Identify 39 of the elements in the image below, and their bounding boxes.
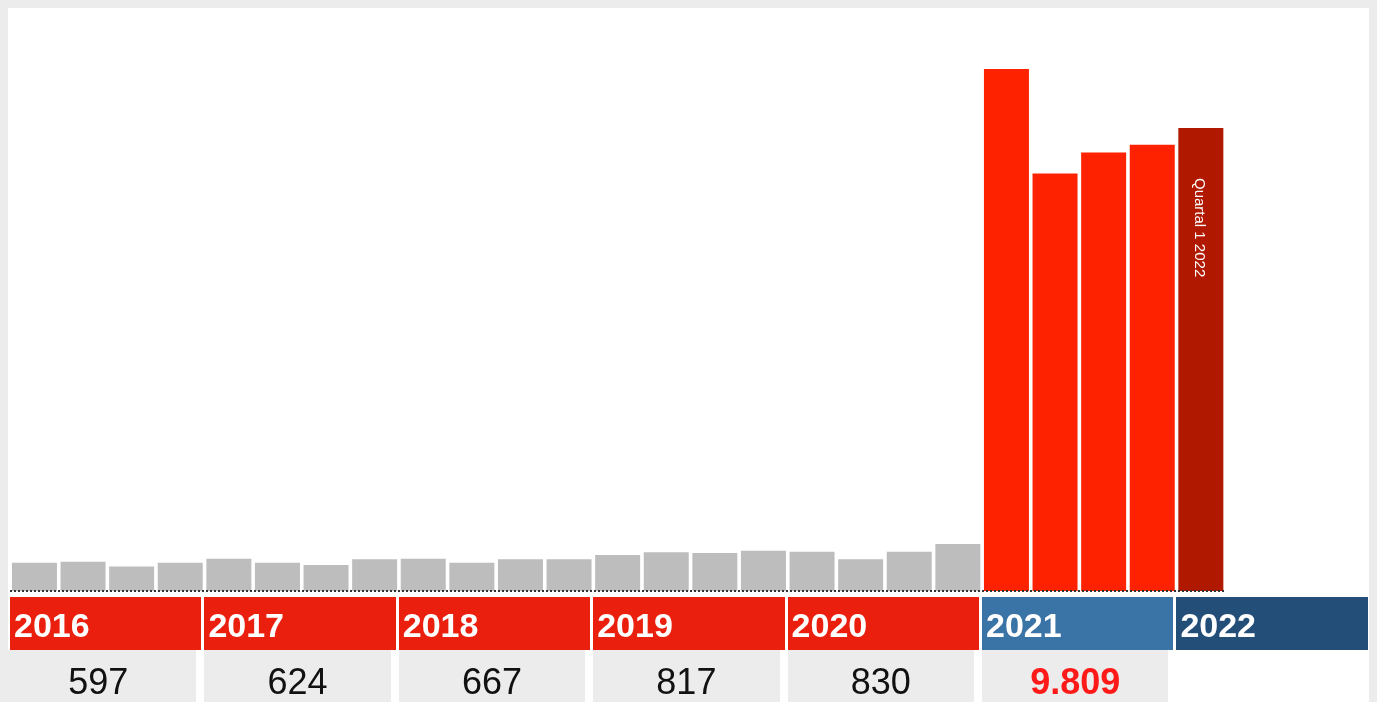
bar — [1129, 144, 1175, 591]
bar — [303, 564, 349, 591]
text: 2017 — [204, 597, 396, 650]
bar — [400, 558, 446, 591]
bar — [935, 544, 981, 591]
bar — [206, 558, 252, 591]
bar — [838, 559, 884, 591]
text: 597 — [0, 650, 197, 702]
text: 2018 — [398, 597, 591, 650]
bar — [692, 552, 738, 591]
bar — [595, 554, 641, 591]
text: 624 — [204, 650, 391, 702]
text: 830 — [787, 650, 974, 702]
bar — [157, 562, 203, 591]
bar — [1178, 127, 1224, 591]
bar — [11, 562, 57, 591]
bar — [449, 562, 495, 591]
bar — [643, 552, 689, 591]
bar — [1081, 152, 1127, 591]
bar — [789, 551, 835, 591]
text: 817 — [593, 650, 780, 702]
text: 9.809 — [982, 650, 1169, 702]
text: 2016 — [10, 597, 202, 650]
text: 2020 — [787, 597, 979, 650]
annotation: Quartal 1 2022 — [1192, 177, 1210, 278]
bar — [740, 550, 786, 591]
bar — [1032, 173, 1078, 591]
text: 2022 — [1176, 597, 1368, 650]
text: 667 — [398, 650, 586, 702]
bar — [497, 559, 543, 591]
bar — [983, 69, 1029, 591]
bar — [60, 561, 106, 591]
text: 2019 — [593, 597, 785, 650]
bar — [886, 551, 932, 591]
bar — [546, 559, 592, 591]
bar — [352, 559, 398, 591]
bar — [109, 566, 155, 591]
bar — [254, 562, 300, 591]
text: 2021 — [982, 597, 1174, 650]
